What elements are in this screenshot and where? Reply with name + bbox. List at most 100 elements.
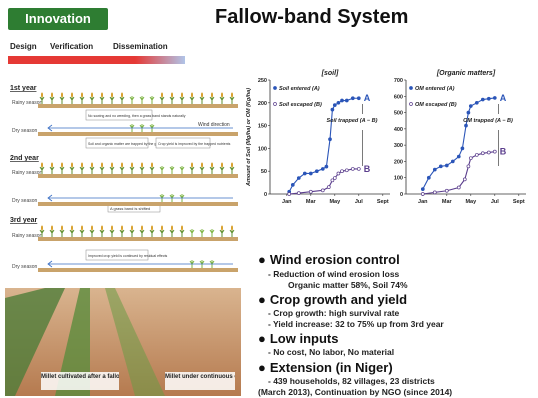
plant-head <box>201 93 203 98</box>
point <box>433 168 436 171</box>
bullet-line: - Reduction of wind erosion loss <box>268 269 399 279</box>
plant-head <box>61 226 63 231</box>
x-tick-label: Jul <box>491 199 499 205</box>
point <box>467 111 470 114</box>
end-label: B <box>364 164 371 174</box>
plant-head <box>131 163 133 168</box>
plant-head <box>221 163 223 168</box>
y-tick-label: 100 <box>258 146 267 152</box>
stage: Verification <box>50 42 93 51</box>
note: No sowing and no weeding, then a grass b… <box>88 114 186 118</box>
plant <box>130 96 134 104</box>
point <box>297 177 300 180</box>
plant-head <box>111 163 113 168</box>
x-tick-label: Sept <box>377 199 389 205</box>
y-tick-label: 250 <box>258 78 267 84</box>
point <box>345 169 348 172</box>
photo: Millet cultivated after a fallow band Mi… <box>5 288 241 396</box>
point <box>351 167 354 170</box>
legend-label: Soil entered (A) <box>279 86 320 92</box>
plant-head <box>81 163 83 168</box>
point <box>331 108 334 111</box>
plant-head <box>101 226 103 231</box>
point <box>341 99 344 102</box>
point <box>329 138 332 141</box>
plant-head <box>231 163 233 168</box>
plant-head <box>101 163 103 168</box>
plant-head <box>141 226 143 231</box>
x-tick-label: May <box>465 199 477 205</box>
plant-head <box>41 93 43 98</box>
point <box>337 101 340 104</box>
plant-head <box>91 163 93 168</box>
note: Wind direction <box>198 122 230 128</box>
stage: Design <box>10 42 37 51</box>
point <box>421 193 424 196</box>
plant-head <box>221 226 223 231</box>
point <box>487 151 490 154</box>
y-tick-label: 100 <box>394 176 403 182</box>
plant-head <box>61 163 63 168</box>
x-tick-label: Jul <box>355 199 363 205</box>
point <box>481 98 484 101</box>
slide: Innovation Fallow-band System Design Ver… <box>0 0 538 398</box>
note: Crop yield is improved by the trapped nu… <box>158 142 231 146</box>
x-tick-label: Jan <box>418 199 428 205</box>
bullet-line: (March 2013), Continuation by NGO (since… <box>258 387 452 397</box>
point <box>309 172 312 175</box>
x-tick-label: Mar <box>442 199 453 205</box>
wind-arrow <box>48 195 233 201</box>
y-axis-label: Amount of Soil (Mg/ha) or OM (Kg/ha) <box>246 88 252 187</box>
bullet-heading: Wind erosion control <box>258 252 400 267</box>
plant <box>200 229 204 237</box>
plant-head <box>121 163 123 168</box>
point <box>461 147 464 150</box>
bullet-heading: Extension (in Niger) <box>258 360 393 375</box>
point <box>493 96 496 99</box>
plant-head <box>181 226 183 231</box>
photo-label: Millet cultivated after a fallow band <box>41 372 119 380</box>
plant-head <box>71 163 73 168</box>
point <box>315 170 318 173</box>
point <box>333 177 336 180</box>
plant <box>160 166 164 174</box>
ground-strip <box>38 132 238 136</box>
legend-marker <box>410 103 413 106</box>
legend-marker <box>274 103 277 106</box>
plant-head <box>181 93 183 98</box>
annotation: OM trapped (A − B) <box>463 118 513 124</box>
plant-head <box>131 226 133 231</box>
plant-head <box>81 226 83 231</box>
y-tick-label: 0 <box>264 192 267 198</box>
plant-head <box>171 226 173 231</box>
end-label: A <box>500 93 507 103</box>
ground-strip <box>38 237 238 241</box>
point <box>451 160 454 163</box>
point <box>421 188 424 191</box>
chart-title: [Organic matters] <box>436 70 496 77</box>
ground-strip <box>38 202 238 206</box>
chart-title: [soil] <box>321 70 339 77</box>
plant <box>180 166 184 174</box>
point <box>445 164 448 167</box>
point <box>467 165 470 168</box>
bullet-heading: Crop growth and yield <box>258 292 407 307</box>
plant-head <box>191 93 193 98</box>
plant-head <box>221 93 223 98</box>
legend-label: Soil escaped (B) <box>279 102 322 108</box>
point <box>288 193 291 196</box>
bullet-line: - 439 households, 82 villages, 23 distri… <box>268 376 435 386</box>
point <box>475 101 478 104</box>
point <box>475 153 478 156</box>
charts: [soil] Amount of Soil (Mg/ha) or OM (Kg/h… <box>240 66 538 216</box>
point <box>427 176 430 179</box>
end-label: B <box>500 147 507 157</box>
plant-head <box>51 93 53 98</box>
point <box>303 172 306 175</box>
plant-head <box>191 163 193 168</box>
point <box>351 97 354 100</box>
point <box>321 189 324 192</box>
point <box>463 178 466 181</box>
badge: Innovation <box>8 8 108 30</box>
point <box>493 150 496 153</box>
